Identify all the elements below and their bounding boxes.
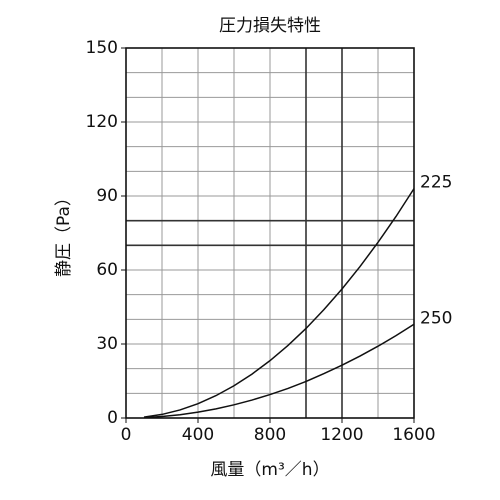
chart-title: 圧力損失特性 [219, 16, 321, 36]
y-tick-label: 60 [96, 260, 118, 280]
y-tick-label: 30 [96, 334, 118, 354]
y-tick-label: 0 [107, 408, 118, 428]
y-tick-label: 90 [96, 186, 118, 206]
x-tick-label: 1600 [392, 425, 435, 445]
y-axis-label: 静圧（Pa） [54, 189, 74, 277]
y-tick-label: 150 [86, 38, 118, 58]
series-line [143, 323, 415, 419]
series-line [143, 188, 415, 418]
y-tick-label: 120 [86, 112, 118, 132]
x-tick-label: 400 [182, 425, 214, 445]
x-tick-label: 0 [121, 425, 132, 445]
x-tick-label: 800 [254, 425, 286, 445]
x-axis-label: 風量（m³／h） [210, 460, 329, 480]
series-label: 250 [420, 308, 452, 328]
series-label: 225 [420, 173, 452, 193]
x-tick-label: 1200 [320, 425, 363, 445]
